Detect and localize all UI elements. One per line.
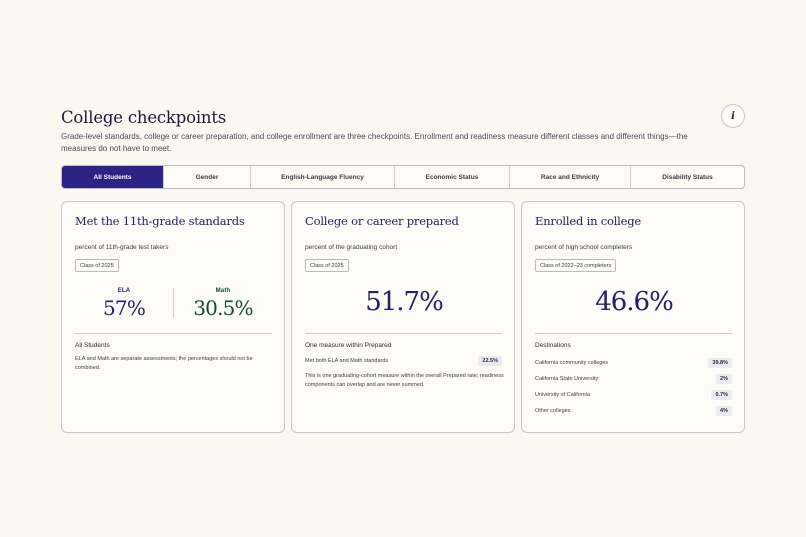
tab-english-language-fluency[interactable]: English-Language Fluency xyxy=(251,166,395,188)
measure-value: 22.5% xyxy=(478,355,502,366)
card-note: This is one graduating-cohort measure wi… xyxy=(305,373,504,388)
tab-gender[interactable]: Gender xyxy=(164,166,251,188)
list-item: California community colleges 39.8% xyxy=(535,357,732,368)
card-divider xyxy=(75,333,272,334)
card-title: College or career prepared xyxy=(305,214,459,228)
math-metric: Math 30.5% xyxy=(173,288,273,320)
enrolled-card: Enrolled in college percent of high scho… xyxy=(521,201,745,433)
tab-race-and-ethnicity[interactable]: Race and Ethnicity xyxy=(510,166,631,188)
prepared-value: 51.7% xyxy=(365,287,444,317)
page-subtitle: Grade-level standards, college or career… xyxy=(61,132,688,153)
metric-divider xyxy=(173,288,174,318)
math-value: 30.5% xyxy=(193,296,253,320)
list-item: Met both ELA and Math standards 22.5% xyxy=(305,355,502,366)
card-divider xyxy=(305,333,502,334)
destination-value: 2% xyxy=(716,373,732,384)
class-badge: Class of 2025 xyxy=(75,259,119,272)
measure-label: Met both ELA and Math standards xyxy=(305,357,389,364)
info-icon[interactable]: i xyxy=(721,104,745,128)
list-item: Other colleges 4% xyxy=(535,405,732,416)
list-item: California State University 2% xyxy=(535,373,732,384)
class-badge: Class of 2022–23 completers xyxy=(535,259,617,272)
tab-economic-status[interactable]: Economic Status xyxy=(395,166,510,188)
card-title: Enrolled in college xyxy=(535,214,642,228)
class-badge: Class of 2025 xyxy=(305,259,349,272)
destination-label: Other colleges xyxy=(535,407,571,414)
checkpoint-cards: Met the 11th-grade standards percent of … xyxy=(61,201,745,433)
section-heading: One measure within Prepared xyxy=(305,342,392,349)
card-title: Met the 11th-grade standards xyxy=(75,214,245,228)
card-subtitle: percent of high school completers xyxy=(535,244,633,251)
destination-value: 0.7% xyxy=(711,389,732,400)
destination-label: California State University xyxy=(535,375,599,382)
tab-disability-status[interactable]: Disability Status xyxy=(662,173,713,181)
destination-value: 4% xyxy=(716,405,732,416)
math-label: Math xyxy=(215,288,231,294)
ela-value: 57% xyxy=(102,296,146,320)
group-tabs: All Students Gender English-Language Flu… xyxy=(61,165,745,189)
ela-metric: ELA 57% xyxy=(74,288,174,320)
card-divider xyxy=(535,333,732,334)
card-note: ELA and Math are separate assessments; t… xyxy=(75,356,253,371)
ela-math-split: ELA 57% Math 30.5% xyxy=(62,288,286,320)
destination-value: 39.8% xyxy=(708,357,732,368)
tab-all-students[interactable]: All Students xyxy=(62,166,164,188)
enrolled-value: 46.6% xyxy=(595,287,674,317)
page-title: College checkpoints xyxy=(61,108,227,127)
standards-card: Met the 11th-grade standards percent of … xyxy=(61,201,285,433)
destination-label: California community colleges xyxy=(535,359,609,366)
card-subtitle: percent of the graduating cohort xyxy=(305,244,398,251)
section-heading: Destinations xyxy=(535,342,571,349)
list-item: University of California 0.7% xyxy=(535,389,732,400)
prepared-card: College or career prepared percent of th… xyxy=(291,201,515,433)
card-subtitle: percent of 11th-grade test takers xyxy=(75,244,169,251)
destination-label: University of California xyxy=(535,391,591,398)
ela-label: ELA xyxy=(117,288,131,294)
section-heading: All Students xyxy=(75,342,110,349)
